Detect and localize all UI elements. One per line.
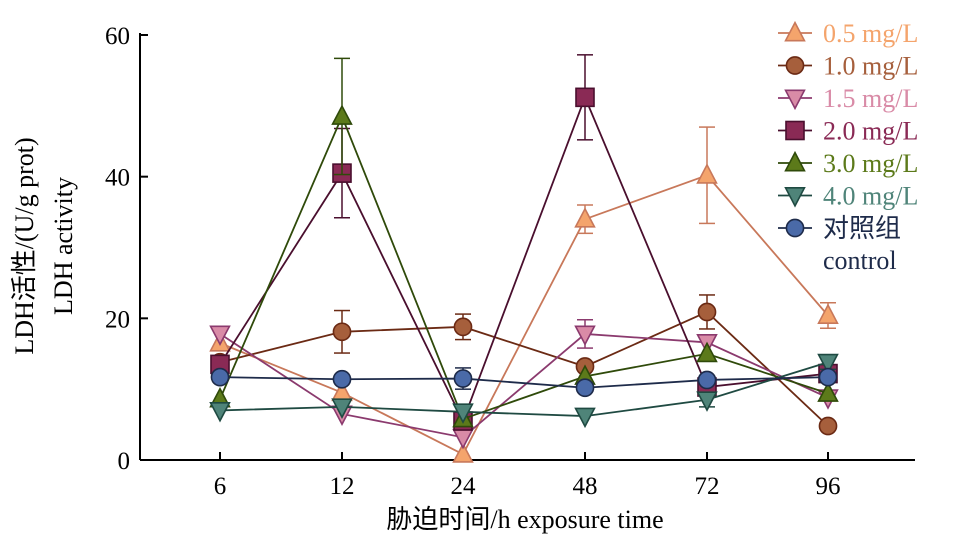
data-point: [453, 369, 473, 388]
series-line: [219, 361, 829, 417]
data-point: [696, 163, 718, 184]
data-point: [331, 104, 353, 125]
legend-item-6: 4.0 mg/L: [778, 182, 918, 211]
legend-label: 4.0 mg/L: [823, 182, 918, 211]
series-line: [219, 94, 829, 424]
data-point: [331, 398, 353, 419]
legend-marker: [785, 56, 805, 75]
legend-label: 3.0 mg/L: [823, 149, 918, 178]
y-tick-label: 40: [105, 165, 130, 192]
legend-marker: [785, 120, 805, 141]
x-tick-label: 6: [214, 473, 227, 500]
series-2: [210, 294, 838, 436]
legend-label: 1.0 mg/L: [823, 52, 918, 81]
x-tick-label: 48: [573, 473, 598, 500]
x-axis-title: 胁迫时间/h exposure time: [386, 505, 663, 534]
data-point: [697, 370, 717, 390]
data-point: [209, 325, 231, 346]
legend-label: 0.5 mg/L: [823, 19, 918, 48]
data-point: [209, 401, 231, 423]
legend-marker: [784, 20, 806, 42]
y-tick-label: 0: [118, 448, 131, 475]
legend-marker: [784, 187, 806, 208]
series-5: [209, 57, 839, 428]
data-point: [817, 303, 839, 324]
y-axis-title-line2: LDH activity: [49, 177, 78, 315]
data-point: [574, 407, 596, 429]
legend-label: 1.5 mg/L: [823, 84, 918, 113]
series-line: [219, 376, 829, 389]
legend-label-line2: control: [823, 246, 897, 275]
axes: 0 20 40 60 6 12 24 48 72 96: [105, 23, 915, 500]
series-4: [210, 54, 838, 431]
y-axis-title-line1: LDH活性/(U/g prot): [10, 137, 39, 354]
data-point: [210, 367, 230, 387]
y-tick-label: 60: [105, 23, 130, 50]
data-point: [332, 322, 352, 342]
legend-item-5: 3.0 mg/L: [778, 149, 918, 178]
data-point: [452, 428, 474, 450]
legend-marker: [785, 218, 805, 238]
legend-item-2: 1.0 mg/L: [778, 52, 918, 81]
legend-label: 2.0 mg/L: [823, 117, 918, 146]
data-point: [818, 367, 838, 387]
x-tick-label: 72: [695, 473, 720, 500]
legend-label: 对照组: [823, 214, 901, 243]
data-point: [817, 353, 839, 375]
series-line: [219, 114, 829, 421]
legend-item-1: 0.5 mg/L: [778, 19, 918, 48]
series-line: [219, 332, 829, 439]
x-tick-label: 96: [816, 473, 841, 500]
series-layer: [209, 54, 839, 463]
data-point: [452, 403, 474, 424]
data-point: [818, 416, 838, 436]
series-7: [210, 367, 838, 398]
series-line: [219, 310, 829, 427]
data-point: [332, 369, 352, 389]
data-point: [575, 87, 595, 108]
legend-item-4: 2.0 mg/L: [778, 117, 918, 146]
data-point: [697, 302, 717, 322]
x-tick-label: 24: [451, 473, 477, 500]
data-point: [574, 325, 596, 346]
data-point: [574, 207, 596, 228]
data-point: [696, 341, 718, 363]
series-1: [209, 126, 839, 463]
data-point: [453, 317, 473, 337]
legend: 0.5 mg/L 1.0 mg/L 1.5 mg/L 2.0 mg/L 3.0 mg/L…: [778, 19, 918, 275]
legend-marker: [784, 150, 806, 172]
x-tick-label: 12: [330, 473, 355, 500]
series-line: [219, 174, 829, 456]
data-point: [575, 378, 595, 398]
legend-item-7: 对照组 control: [778, 214, 901, 275]
y-tick-label: 20: [105, 306, 130, 333]
data-point: [817, 381, 839, 402]
legend-item-3: 1.5 mg/L: [778, 84, 918, 113]
legend-marker: [784, 89, 806, 111]
data-point: [696, 391, 718, 412]
data-point: [452, 442, 474, 463]
